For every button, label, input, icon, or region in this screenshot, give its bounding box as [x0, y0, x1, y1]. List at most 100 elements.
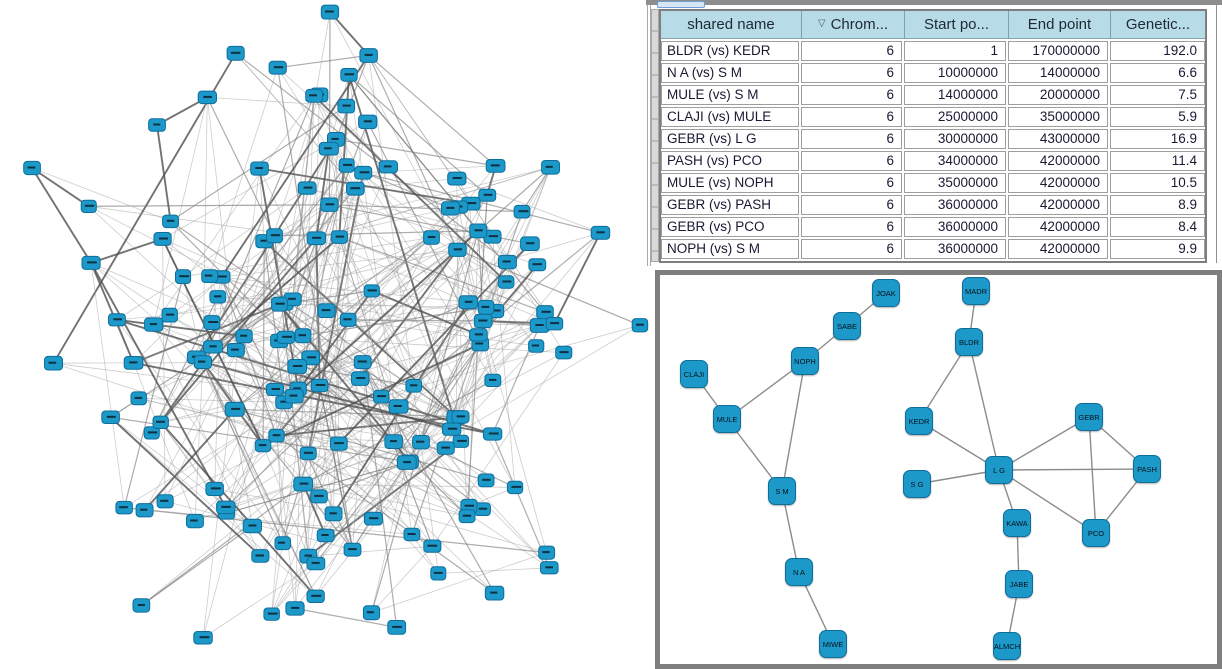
network-edge[interactable] — [31, 167, 92, 264]
network-edge[interactable] — [90, 262, 227, 508]
network-edge[interactable] — [371, 545, 433, 613]
network-edge[interactable] — [226, 249, 458, 514]
network-edge[interactable] — [274, 389, 354, 550]
network-edge[interactable] — [207, 97, 347, 107]
network-edge[interactable] — [283, 95, 315, 403]
network-edge[interactable] — [457, 249, 641, 326]
network-edge[interactable] — [274, 166, 551, 237]
network-edge[interactable] — [234, 237, 432, 410]
network-edge[interactable] — [420, 230, 479, 443]
network-edge[interactable] — [277, 67, 330, 150]
node-pco[interactable]: PCO — [1082, 519, 1110, 547]
window-splitter[interactable] — [647, 0, 648, 266]
node-claji[interactable]: CLAJI — [680, 360, 708, 388]
network-edge[interactable] — [468, 203, 472, 303]
network-edge[interactable] — [455, 249, 458, 418]
network-edge[interactable] — [31, 167, 171, 222]
network-edge[interactable] — [329, 11, 458, 250]
network-edge[interactable] — [277, 67, 389, 168]
network-edge[interactable] — [409, 232, 601, 463]
network-edge[interactable] — [359, 237, 432, 379]
network-edge[interactable] — [368, 54, 496, 167]
network-edge[interactable] — [160, 204, 330, 423]
network-edge[interactable] — [445, 447, 483, 510]
network-edge[interactable] — [338, 443, 495, 594]
network-edge[interactable] — [90, 262, 135, 364]
table-row[interactable]: MULE (vs) S M 6 14000000 20000000 7.5 — [661, 85, 1205, 105]
network-edge[interactable] — [277, 54, 369, 69]
network-edge[interactable] — [457, 249, 468, 517]
column-header-genetic[interactable]: Genetic... — [1110, 11, 1205, 38]
network-edge[interactable] — [221, 249, 458, 278]
network-edge[interactable] — [262, 445, 468, 517]
network-edge[interactable] — [293, 290, 373, 397]
node-noph[interactable]: NOPH — [791, 347, 819, 375]
network-edge[interactable] — [116, 318, 245, 338]
column-header-chrom[interactable]: ▽ Chrom... — [801, 11, 904, 38]
network-edge[interactable] — [409, 324, 641, 463]
network-edge[interactable] — [329, 204, 497, 312]
network-edge[interactable] — [294, 607, 397, 628]
network-edge[interactable] — [160, 409, 235, 423]
column-header-end-point[interactable]: End point — [1008, 11, 1110, 38]
network-edge[interactable] — [521, 166, 552, 213]
network-edge[interactable] — [202, 204, 330, 363]
network-edge[interactable] — [283, 401, 452, 430]
network-edge[interactable] — [276, 435, 296, 609]
network-edge[interactable] — [335, 55, 370, 140]
network-edge[interactable] — [169, 204, 330, 316]
network-edge[interactable] — [116, 276, 184, 321]
network-edge[interactable] — [1088, 416, 1097, 534]
network-edge[interactable] — [998, 416, 1090, 471]
network-edge[interactable] — [302, 483, 547, 553]
network-edge[interactable] — [182, 237, 432, 278]
network-edge[interactable] — [302, 307, 487, 337]
network-edge[interactable] — [371, 462, 408, 613]
network-edge[interactable] — [225, 385, 414, 508]
network-edge[interactable] — [345, 106, 349, 320]
network-edge[interactable] — [31, 167, 90, 208]
network-edge[interactable] — [202, 361, 317, 597]
network-edge[interactable] — [206, 97, 237, 351]
network-edge[interactable] — [315, 148, 330, 239]
network-edge[interactable] — [328, 148, 415, 386]
network-edge[interactable] — [156, 124, 172, 222]
network-edge[interactable] — [274, 389, 284, 544]
network-edge[interactable] — [196, 357, 317, 597]
network-edge[interactable] — [420, 325, 540, 443]
network-edge[interactable] — [420, 441, 516, 488]
network-edge[interactable] — [492, 433, 550, 569]
node-almch[interactable]: ALMCH — [993, 632, 1021, 660]
node-madr[interactable]: MADR — [962, 277, 990, 305]
network-edge[interactable] — [276, 139, 337, 436]
network-edge[interactable] — [306, 187, 538, 266]
network-edge[interactable] — [328, 11, 331, 205]
network-edge[interactable] — [354, 188, 461, 418]
network-edge[interactable] — [431, 237, 507, 283]
network-edge[interactable] — [151, 322, 213, 434]
network-edge[interactable] — [211, 165, 348, 323]
column-header-shared-name[interactable]: shared name — [661, 11, 801, 38]
network-edge[interactable] — [262, 249, 458, 446]
network-edge[interactable] — [371, 442, 422, 613]
network-edge[interactable] — [333, 325, 540, 515]
network-edge[interactable] — [318, 461, 410, 497]
network-edge[interactable] — [393, 352, 564, 442]
node-bldr[interactable]: BLDR — [955, 328, 983, 356]
network-edge[interactable] — [319, 94, 389, 168]
network-edge[interactable] — [164, 336, 245, 502]
network-edge[interactable] — [285, 336, 564, 353]
table-row[interactable]: NOPH (vs) S M 6 36000000 42000000 9.9 — [661, 239, 1205, 259]
table-row[interactable]: PASH (vs) PCO 6 34000000 42000000 11.4 — [661, 151, 1205, 171]
network-edge[interactable] — [316, 166, 551, 239]
network-edge[interactable] — [329, 204, 523, 213]
table-row[interactable]: BLDR (vs) KEDR 6 1 170000000 192.0 — [661, 41, 1205, 61]
network-edge[interactable] — [88, 206, 295, 397]
table-row[interactable]: CLAJI (vs) MULE 6 25000000 35000000 5.9 — [661, 107, 1205, 127]
network-edge[interactable] — [235, 94, 320, 351]
network-edge[interactable] — [458, 206, 494, 381]
main-network-view[interactable] — [0, 0, 652, 669]
network-edge[interactable] — [169, 249, 458, 316]
network-edge[interactable] — [263, 241, 280, 305]
network-edge[interactable] — [294, 172, 364, 609]
